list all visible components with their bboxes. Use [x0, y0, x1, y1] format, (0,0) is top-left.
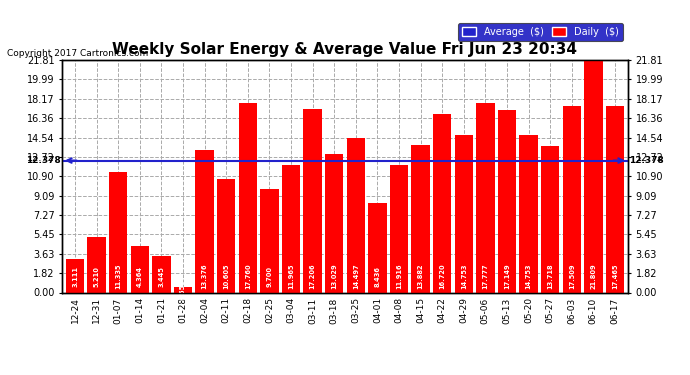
- Bar: [541, 146, 560, 292]
- Text: 11.916: 11.916: [396, 264, 402, 290]
- Bar: [66, 260, 84, 292]
- Text: 17.206: 17.206: [310, 264, 315, 290]
- Bar: [476, 103, 495, 292]
- Bar: [195, 150, 214, 292]
- Bar: [346, 138, 365, 292]
- Text: 17.777: 17.777: [482, 264, 489, 290]
- Text: 14.753: 14.753: [461, 264, 466, 289]
- Text: 12.378: 12.378: [629, 156, 664, 165]
- Text: 13.376: 13.376: [201, 264, 208, 290]
- Text: 16.720: 16.720: [439, 264, 445, 290]
- Bar: [455, 135, 473, 292]
- Text: 12.378: 12.378: [26, 156, 61, 165]
- Bar: [562, 106, 581, 292]
- Bar: [584, 60, 602, 292]
- Text: 17.760: 17.760: [245, 264, 251, 290]
- Bar: [304, 109, 322, 292]
- Bar: [109, 172, 128, 292]
- Text: 5.210: 5.210: [94, 266, 99, 287]
- Bar: [390, 165, 408, 292]
- Text: 13.882: 13.882: [417, 264, 424, 290]
- Text: 4.364: 4.364: [137, 266, 143, 287]
- Text: 13.029: 13.029: [331, 264, 337, 290]
- Bar: [217, 180, 235, 292]
- Text: 11.335: 11.335: [115, 264, 121, 289]
- Text: 11.965: 11.965: [288, 264, 294, 289]
- Bar: [520, 135, 538, 292]
- Text: 17.149: 17.149: [504, 264, 510, 290]
- Bar: [282, 165, 300, 292]
- Bar: [130, 246, 149, 292]
- Text: 0.554: 0.554: [180, 279, 186, 300]
- Text: 13.718: 13.718: [547, 264, 553, 290]
- Bar: [411, 144, 430, 292]
- Text: 14.497: 14.497: [353, 264, 359, 290]
- Bar: [433, 114, 451, 292]
- Bar: [497, 110, 516, 292]
- Text: 17.509: 17.509: [569, 264, 575, 289]
- Text: 14.753: 14.753: [526, 264, 531, 289]
- Text: 3.445: 3.445: [159, 266, 164, 287]
- Text: Copyright 2017 Cartronics.com: Copyright 2017 Cartronics.com: [7, 49, 148, 58]
- Text: 8.436: 8.436: [375, 266, 380, 287]
- Text: 10.605: 10.605: [224, 264, 229, 289]
- Text: 17.465: 17.465: [612, 264, 618, 289]
- Text: 3.111: 3.111: [72, 266, 78, 287]
- Bar: [260, 189, 279, 292]
- Text: 9.700: 9.700: [266, 266, 273, 287]
- Text: 21.809: 21.809: [591, 264, 596, 290]
- Legend: Average  ($), Daily  ($): Average ($), Daily ($): [458, 23, 623, 41]
- Bar: [152, 256, 170, 292]
- Bar: [88, 237, 106, 292]
- Bar: [325, 154, 344, 292]
- Bar: [368, 202, 386, 292]
- Title: Weekly Solar Energy & Average Value Fri Jun 23 20:34: Weekly Solar Energy & Average Value Fri …: [112, 42, 578, 57]
- Bar: [239, 103, 257, 292]
- Bar: [606, 106, 624, 292]
- Bar: [174, 286, 193, 292]
